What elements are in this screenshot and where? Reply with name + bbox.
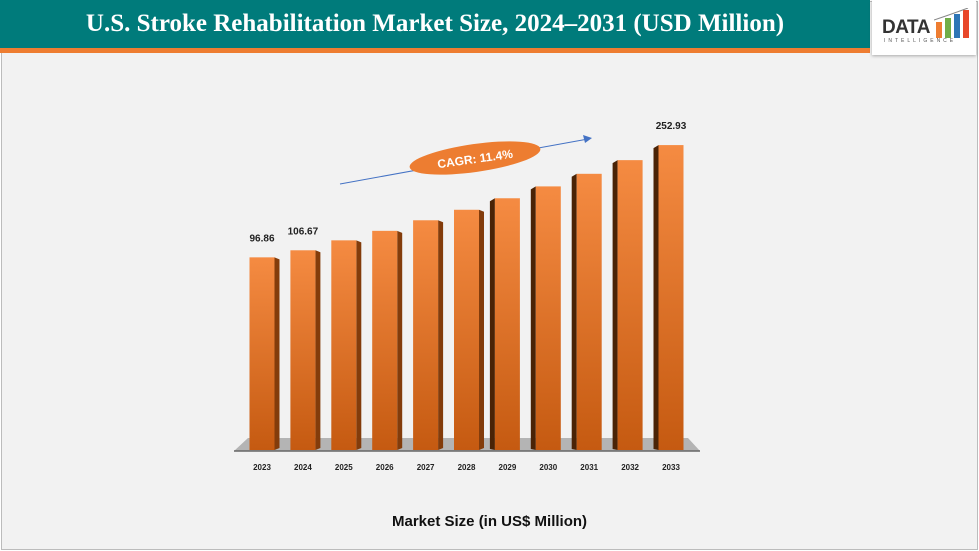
x-tick-label: 2032 (621, 463, 639, 472)
x-tick-label: 2030 (539, 463, 557, 472)
bar-2024 (290, 250, 316, 450)
bar-2026 (372, 230, 398, 450)
bar-2032 (617, 160, 643, 450)
bar-side (397, 230, 403, 450)
bar-2025 (331, 240, 357, 450)
bar-side (489, 198, 495, 450)
x-tick-label: 2023 (253, 463, 271, 472)
bar-side (315, 250, 321, 450)
logo-subtext: INTELLIGENCE (884, 38, 957, 44)
logo: DATA INTELLIGENCE (872, 0, 976, 55)
x-axis-title: Market Size (in US$ Million) (391, 513, 588, 530)
x-tick-label: 2026 (376, 463, 394, 472)
bar-side (530, 186, 536, 451)
bar-2029 (494, 198, 520, 450)
x-tick-label: 2025 (335, 463, 353, 472)
bar-side (438, 220, 444, 450)
data-label: 96.86 (249, 233, 274, 244)
x-tick-label: 2028 (458, 463, 476, 472)
data-label: 106.67 (288, 226, 319, 237)
bar-2027 (413, 220, 439, 450)
page-title: U.S. Stroke Rehabilitation Market Size, … (85, 10, 785, 37)
bar-2033 (658, 145, 684, 450)
bar-side (653, 145, 659, 450)
data-label: 252.93 (656, 121, 687, 132)
bar-side (612, 160, 618, 450)
header-bar (0, 0, 870, 48)
bar-2028 (454, 209, 479, 450)
x-tick-label: 2027 (417, 463, 435, 472)
x-tick-label: 2031 (580, 463, 598, 472)
bar-side (479, 209, 484, 450)
bar-2030 (535, 186, 561, 451)
bar-side (274, 257, 280, 450)
bar-side (571, 173, 577, 450)
bar-side (356, 240, 362, 450)
x-tick-label: 2029 (499, 463, 517, 472)
header-stripe (0, 48, 870, 53)
x-tick-label: 2033 (662, 463, 680, 472)
logo-bars-icon (934, 8, 969, 38)
bar-2031 (576, 173, 602, 450)
cagr-ellipse (409, 141, 541, 175)
cagr-arrow-head (583, 135, 592, 143)
x-tick-label: 2024 (294, 463, 312, 472)
bar-2023 (249, 257, 275, 450)
logo-text: DATA (882, 17, 930, 38)
